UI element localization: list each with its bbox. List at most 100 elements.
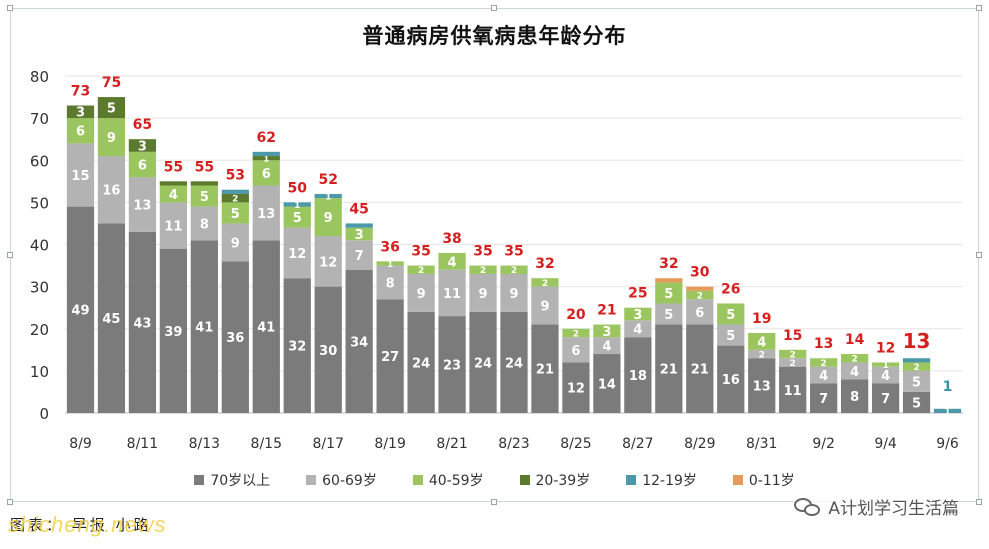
segment-label: 43 bbox=[133, 316, 151, 331]
segment-label: 3 bbox=[355, 228, 364, 243]
y-tick-label: 20 bbox=[30, 321, 49, 339]
bar-segment bbox=[531, 324, 559, 413]
bar-segment bbox=[345, 227, 373, 241]
total-label: 21 bbox=[597, 303, 616, 319]
total-label: 13 bbox=[814, 336, 833, 352]
legend-item: 40-59岁 bbox=[412, 470, 484, 490]
bar-segment bbox=[159, 185, 188, 203]
bar-segment bbox=[840, 379, 869, 413]
segment-label: 4 bbox=[850, 365, 859, 380]
bar-segment bbox=[717, 303, 745, 325]
segment-label: 5 bbox=[231, 207, 240, 222]
bar-segment bbox=[500, 273, 528, 312]
segment-label: 5 bbox=[912, 375, 921, 390]
selection-handle[interactable] bbox=[976, 499, 982, 505]
bar-segment bbox=[748, 332, 776, 350]
legend-item: 20-39岁 bbox=[519, 470, 590, 490]
segment-label: 24 bbox=[474, 356, 492, 371]
segment-label: 4 bbox=[819, 369, 828, 384]
selection-handle[interactable] bbox=[491, 5, 497, 11]
segment-label: 45 bbox=[102, 312, 120, 327]
x-tick-label: 8/31 bbox=[746, 436, 777, 452]
bar-segment bbox=[221, 261, 249, 413]
segment-label: 11 bbox=[443, 287, 461, 302]
selection-handle[interactable] bbox=[7, 499, 13, 505]
bar-segment bbox=[655, 282, 683, 304]
bar-segment bbox=[438, 252, 466, 270]
bar-segment bbox=[748, 349, 776, 359]
segment-label: 2 bbox=[697, 291, 703, 301]
bar-segment bbox=[159, 248, 188, 413]
segment-label: 3 bbox=[76, 106, 85, 121]
segment-label: 2 bbox=[480, 266, 486, 276]
total-label: 30 bbox=[690, 265, 710, 281]
segment-label: 13 bbox=[257, 207, 275, 222]
bar-segment bbox=[840, 362, 869, 380]
x-tick-label: 8/29 bbox=[684, 436, 715, 452]
x-tick-label: 8/11 bbox=[127, 436, 158, 452]
segment-label: 2 bbox=[232, 195, 238, 205]
segment-label: 49 bbox=[71, 304, 89, 319]
y-tick-label: 60 bbox=[30, 152, 49, 170]
segment-label: 2 bbox=[573, 329, 579, 339]
bar-segment bbox=[593, 324, 621, 338]
bar-segment bbox=[252, 185, 280, 241]
bar-segment bbox=[66, 105, 95, 119]
selection-handle[interactable] bbox=[976, 252, 982, 258]
segment-label: 9 bbox=[107, 131, 116, 146]
segment-label: 11 bbox=[164, 219, 182, 234]
segment-label: 13 bbox=[753, 380, 771, 395]
segment-label: 6 bbox=[571, 344, 580, 359]
x-tick-label: 8/21 bbox=[436, 436, 467, 452]
segment-label: 2 bbox=[913, 363, 919, 373]
total-label: 26 bbox=[721, 281, 740, 297]
total-label: 32 bbox=[535, 256, 554, 272]
selection-handle[interactable] bbox=[976, 5, 982, 11]
segment-label: 5 bbox=[664, 287, 673, 302]
segment-label: 21 bbox=[660, 363, 678, 378]
total-label: 75 bbox=[102, 75, 121, 91]
total-label: 13 bbox=[903, 329, 931, 353]
bar-segment bbox=[593, 354, 621, 413]
selection-handle[interactable] bbox=[7, 5, 13, 11]
bar-segment bbox=[686, 299, 714, 325]
segment-label: 15 bbox=[71, 169, 89, 184]
total-label: 55 bbox=[164, 159, 183, 175]
bar-segment bbox=[159, 202, 188, 249]
bar-segment bbox=[221, 202, 249, 224]
bar-segment bbox=[655, 324, 683, 413]
segment-label: 8 bbox=[386, 276, 395, 291]
segment-label: 12 bbox=[288, 247, 306, 262]
bar-segment bbox=[562, 337, 590, 363]
bar-segment bbox=[655, 278, 683, 283]
chart-title: 普通病房供氧病患年龄分布 bbox=[362, 24, 627, 48]
wechat-account: A计划学习生活篇 bbox=[794, 494, 959, 519]
bar-segment bbox=[500, 265, 528, 274]
segment-label: 1 bbox=[263, 155, 269, 165]
segment-label: 3 bbox=[633, 308, 642, 323]
segment-label: 5 bbox=[726, 329, 735, 344]
x-tick-label: 8/25 bbox=[560, 436, 591, 452]
bar-segment bbox=[593, 337, 621, 355]
bar-segment bbox=[314, 193, 342, 199]
segment-label: 7 bbox=[819, 392, 828, 407]
segment-label: 4 bbox=[602, 340, 611, 355]
y-tick-label: 0 bbox=[39, 405, 49, 423]
segment-label: 12 bbox=[567, 382, 585, 397]
bar-segment bbox=[314, 286, 342, 413]
total-label: 45 bbox=[349, 201, 368, 217]
segment-label: 5 bbox=[200, 190, 209, 205]
bar-segment bbox=[97, 156, 126, 224]
segment-label: 41 bbox=[257, 321, 275, 336]
bar-segment bbox=[469, 311, 497, 413]
bar-segment bbox=[221, 189, 249, 194]
bar-segment bbox=[190, 206, 218, 241]
segment-label: 24 bbox=[412, 356, 430, 371]
segment-label: 11 bbox=[784, 384, 802, 399]
segment-label: 2 bbox=[851, 355, 857, 365]
selection-handle[interactable] bbox=[491, 499, 497, 505]
segment-label: 4 bbox=[757, 335, 766, 350]
bar-segment bbox=[686, 286, 714, 291]
bar-segment bbox=[686, 324, 714, 413]
selection-handle[interactable] bbox=[7, 252, 13, 258]
